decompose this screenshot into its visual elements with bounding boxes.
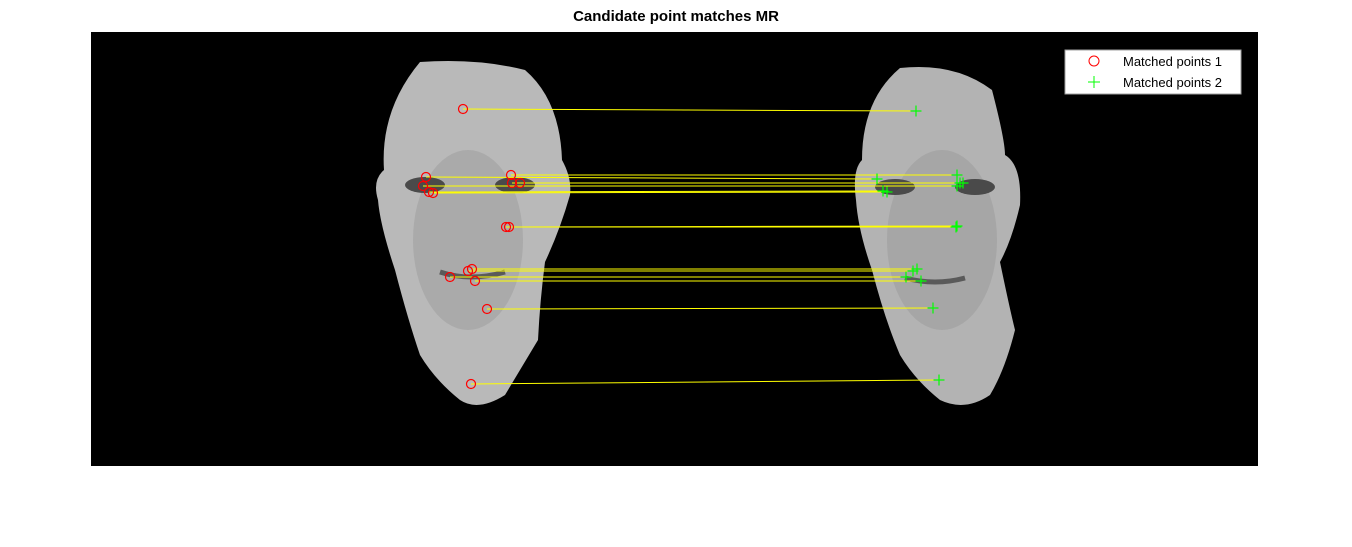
matched-point-2-marker [915,275,927,287]
match-line [432,191,888,194]
series-matched-points-2 [871,105,969,386]
matched-point-2-marker [881,186,893,198]
matched-point-1-marker [469,275,481,287]
match-line [425,176,878,180]
matched-point-2-marker [907,265,919,277]
match-line [486,307,934,310]
face-image-right [854,66,1021,405]
match-lines [423,108,963,385]
matched-point-1-marker [500,221,512,233]
legend-circle-marker-icon [1088,55,1100,67]
matched-point-2-marker [954,177,966,189]
matched-point-2-marker [951,220,963,232]
matched-point-1-marker [514,177,526,189]
matched-point-1-marker [423,186,435,198]
face-image-left [376,61,571,405]
match-line [462,108,917,112]
matched-point-2-marker [871,173,883,185]
matched-point-2-marker [951,180,963,192]
matched-point-1-marker [503,221,515,233]
matched-point-1-marker [427,187,439,199]
matched-point-1-marker [417,180,429,192]
chart-title: Candidate point matches MR [573,8,779,25]
matched-point-1-marker [462,265,474,277]
matched-point-2-marker [910,105,922,117]
match-line [428,190,884,193]
matched-point-1-marker [444,271,456,283]
legend: Matched points 1 Matched points 2 [1064,49,1242,95]
match-line [470,379,940,385]
matched-point-2-marker [950,221,962,233]
matched-point-2-marker [951,169,963,181]
matched-point-1-marker [505,169,517,181]
matched-point-2-marker [900,271,912,283]
matched-point-2-marker [933,374,945,386]
matched-point-1-marker [481,303,493,315]
legend-label-series-2: Matched points 2 [1123,75,1222,90]
match-line [505,225,958,228]
matched-point-1-marker [420,171,432,183]
matched-point-1-marker [457,103,469,115]
matched-point-1-marker [465,378,477,390]
legend-label-series-1: Matched points 1 [1123,54,1222,69]
matched-point-2-marker [927,302,939,314]
matched-point-1-marker [506,177,518,189]
series-matched-points-1 [417,103,526,390]
axes-background [91,32,1258,466]
